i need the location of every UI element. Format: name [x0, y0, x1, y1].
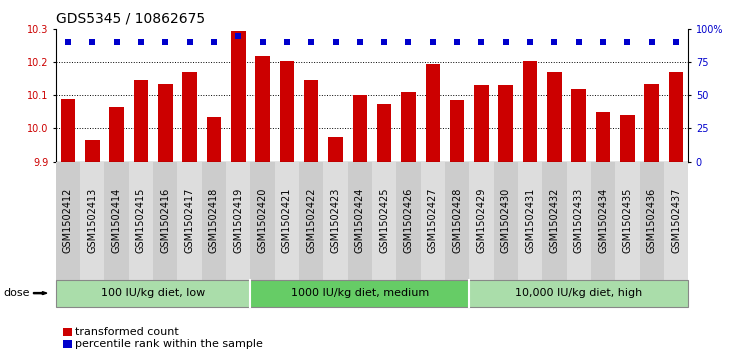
- Text: GSM1502427: GSM1502427: [428, 188, 437, 253]
- Text: GSM1502436: GSM1502436: [647, 188, 657, 253]
- Text: GSM1502422: GSM1502422: [307, 188, 316, 253]
- Text: GSM1502416: GSM1502416: [160, 188, 170, 253]
- Bar: [207, 117, 221, 162]
- Text: GDS5345 / 10862675: GDS5345 / 10862675: [56, 11, 205, 25]
- Bar: [571, 89, 586, 162]
- Text: 100 IU/kg diet, low: 100 IU/kg diet, low: [101, 288, 205, 298]
- Text: GSM1502419: GSM1502419: [233, 188, 243, 253]
- Text: GSM1502413: GSM1502413: [87, 188, 97, 253]
- Bar: [644, 84, 659, 162]
- Text: GSM1502415: GSM1502415: [136, 188, 146, 253]
- Text: percentile rank within the sample: percentile rank within the sample: [75, 339, 263, 349]
- Text: 10,000 IU/kg diet, high: 10,000 IU/kg diet, high: [515, 288, 642, 298]
- Bar: [498, 85, 513, 162]
- Text: GSM1502425: GSM1502425: [379, 188, 389, 253]
- Text: GSM1502435: GSM1502435: [623, 188, 632, 253]
- Bar: [255, 56, 270, 162]
- Text: GSM1502423: GSM1502423: [330, 188, 341, 253]
- Bar: [547, 72, 562, 162]
- Text: GSM1502433: GSM1502433: [574, 188, 584, 253]
- Bar: [596, 112, 610, 162]
- Text: GSM1502418: GSM1502418: [209, 188, 219, 253]
- Text: GSM1502432: GSM1502432: [549, 188, 559, 253]
- Bar: [182, 72, 197, 162]
- Bar: [377, 103, 391, 162]
- Bar: [450, 100, 464, 162]
- Bar: [304, 80, 318, 162]
- Bar: [134, 80, 148, 162]
- Text: GSM1502412: GSM1502412: [63, 188, 73, 253]
- Bar: [280, 61, 294, 162]
- Text: GSM1502420: GSM1502420: [257, 188, 268, 253]
- Text: GSM1502417: GSM1502417: [185, 188, 195, 253]
- Bar: [620, 115, 635, 162]
- Bar: [474, 85, 489, 162]
- Bar: [353, 95, 367, 162]
- Bar: [158, 84, 173, 162]
- Text: GSM1502421: GSM1502421: [282, 188, 292, 253]
- Bar: [61, 99, 75, 162]
- Text: GSM1502426: GSM1502426: [403, 188, 414, 253]
- Text: GSM1502434: GSM1502434: [598, 188, 608, 253]
- Text: GSM1502424: GSM1502424: [355, 188, 365, 253]
- Bar: [669, 72, 683, 162]
- Text: GSM1502437: GSM1502437: [671, 188, 681, 253]
- Bar: [231, 31, 246, 162]
- Text: dose: dose: [4, 288, 31, 298]
- Bar: [328, 137, 343, 162]
- Text: GSM1502428: GSM1502428: [452, 188, 462, 253]
- Text: GSM1502414: GSM1502414: [112, 188, 121, 253]
- Text: GSM1502430: GSM1502430: [501, 188, 511, 253]
- Text: 1000 IU/kg diet, medium: 1000 IU/kg diet, medium: [291, 288, 429, 298]
- Bar: [523, 61, 537, 162]
- Bar: [426, 64, 440, 162]
- Text: GSM1502429: GSM1502429: [476, 188, 487, 253]
- Bar: [109, 107, 124, 162]
- Bar: [85, 140, 100, 162]
- Text: transformed count: transformed count: [75, 327, 179, 337]
- Bar: [401, 92, 416, 162]
- Text: GSM1502431: GSM1502431: [525, 188, 535, 253]
